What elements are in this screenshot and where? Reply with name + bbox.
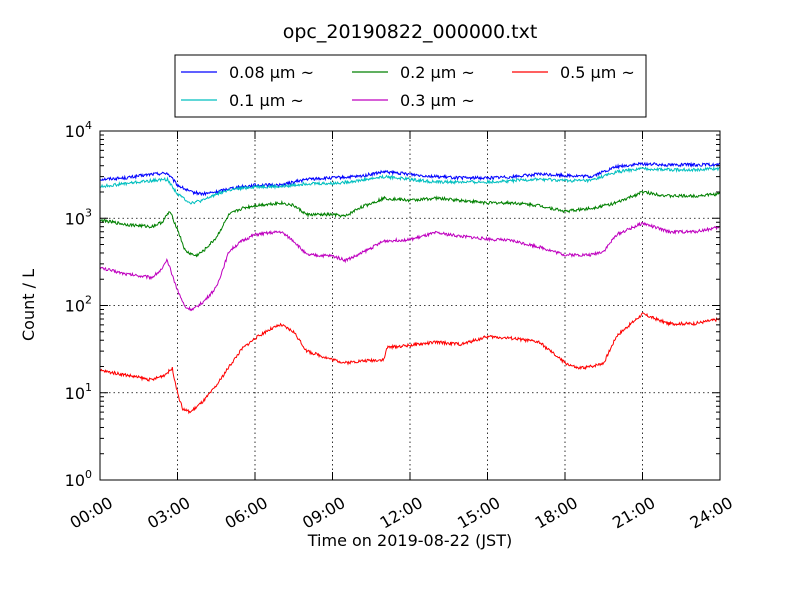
y-axis-label: Count / L xyxy=(19,269,38,341)
y-tick-label: 104 xyxy=(65,119,92,141)
x-axis-label: Time on 2019-08-22 (JST) xyxy=(307,531,512,550)
y-tick-label: 103 xyxy=(65,206,92,228)
series-line xyxy=(99,221,721,312)
legend-label: 0.1 μm ~ xyxy=(229,91,304,110)
x-tick-label: 06:00 xyxy=(222,493,271,533)
legend: 0.08 μm ~ 0.1 μm ~ 0.2 μm ~ 0.3 μm ~ 0.5 μm … xyxy=(174,54,647,118)
x-tick-label: 00:00 xyxy=(67,493,116,533)
series-line xyxy=(99,312,721,415)
legend-label: 0.3 μm ~ xyxy=(400,91,475,110)
x-tick-labels: 00:00 03:00 06:00 09:00 12:00 15:00 18:00 21:00… xyxy=(67,493,736,533)
legend-label: 0.2 μm ~ xyxy=(400,63,475,82)
x-tick-label: 09:00 xyxy=(299,493,348,533)
x-tick-label: 24:00 xyxy=(687,493,736,533)
y-tick-label: 101 xyxy=(65,381,92,403)
axis-ticks xyxy=(99,130,721,481)
series-line xyxy=(99,161,721,197)
x-tick-label: 12:00 xyxy=(377,493,426,533)
grid-lines xyxy=(100,131,720,480)
x-tick-label: 21:00 xyxy=(609,493,658,533)
legend-label: 0.08 μm ~ xyxy=(229,63,314,82)
x-tick-label: 18:00 xyxy=(532,493,581,533)
series-line xyxy=(99,190,721,258)
legend-label: 0.5 μm ~ xyxy=(560,63,635,82)
y-tick-label: 100 xyxy=(65,468,92,490)
y-tick-labels: 100 101 102 103 104 xyxy=(65,119,92,490)
legend-box xyxy=(174,54,647,118)
series-line xyxy=(99,165,721,205)
x-tick-label: 03:00 xyxy=(144,493,193,533)
x-tick-label: 15:00 xyxy=(454,493,503,533)
series-lines xyxy=(99,161,721,415)
y-tick-label: 102 xyxy=(65,294,92,316)
chart-title: opc_20190822_000000.txt xyxy=(283,21,538,43)
